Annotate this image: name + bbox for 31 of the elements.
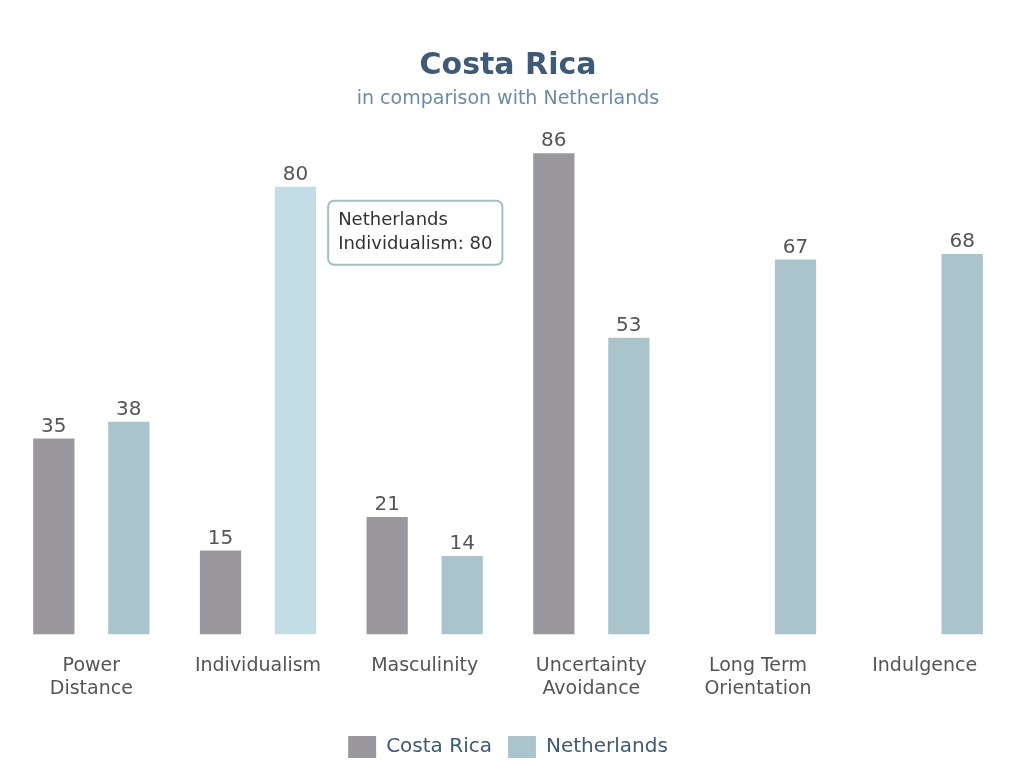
x-tick-label: Long Term Orientation [704, 652, 812, 698]
x-tick-label: Individualism [194, 652, 322, 675]
chart-title: Costa Rica [419, 45, 597, 81]
bar [274, 186, 317, 635]
bar [441, 556, 483, 635]
data-label: 68 [949, 228, 975, 253]
chart-subtitle: in comparison with Netherlands [356, 86, 660, 109]
data-label: 35 [41, 412, 67, 437]
data-label: 38 [116, 395, 142, 420]
bar [366, 516, 408, 635]
data-label: 67 [782, 233, 809, 258]
bar [33, 438, 75, 635]
data-label: 15 [207, 524, 234, 549]
x-tick-label: Power Distance [49, 652, 133, 698]
data-label: 80 [282, 160, 309, 185]
bar [199, 550, 242, 635]
bar [774, 259, 817, 635]
x-tick-label: Masculinity [371, 652, 479, 675]
legend-label: Netherlands [545, 733, 668, 758]
bar [533, 153, 575, 635]
bar [608, 337, 650, 635]
data-label: 14 [449, 530, 475, 555]
data-label: 53 [616, 312, 642, 337]
bar [941, 253, 983, 635]
annotation: Netherlands Individualism: 80 [338, 208, 493, 254]
x-tick-label: Uncertainty Avoidance [535, 652, 647, 698]
data-label: 86 [541, 127, 567, 152]
x-tick-label: Indulgence [872, 652, 978, 675]
data-label: 21 [374, 491, 400, 516]
legend-label: Costa Rica [386, 733, 492, 758]
bar [108, 421, 150, 635]
